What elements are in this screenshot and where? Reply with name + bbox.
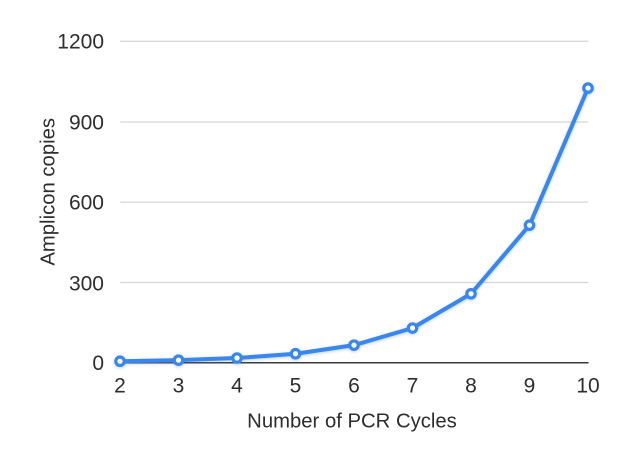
svg-text:0: 0 [92, 352, 104, 375]
svg-text:8: 8 [465, 375, 477, 398]
svg-text:Number of PCR Cycles: Number of PCR Cycles [247, 411, 457, 433]
svg-text:7: 7 [407, 375, 419, 398]
svg-text:2: 2 [114, 375, 126, 398]
svg-text:9: 9 [524, 375, 536, 398]
svg-text:10: 10 [576, 375, 599, 398]
svg-text:300: 300 [69, 272, 104, 295]
svg-text:1200: 1200 [57, 31, 104, 54]
svg-text:Amplicon copies: Amplicon copies [38, 118, 60, 266]
svg-text:4: 4 [231, 375, 243, 398]
svg-text:6: 6 [348, 375, 360, 398]
svg-text:5: 5 [290, 375, 302, 398]
svg-text:900: 900 [69, 112, 104, 135]
svg-text:3: 3 [173, 375, 185, 398]
svg-text:600: 600 [69, 191, 104, 214]
